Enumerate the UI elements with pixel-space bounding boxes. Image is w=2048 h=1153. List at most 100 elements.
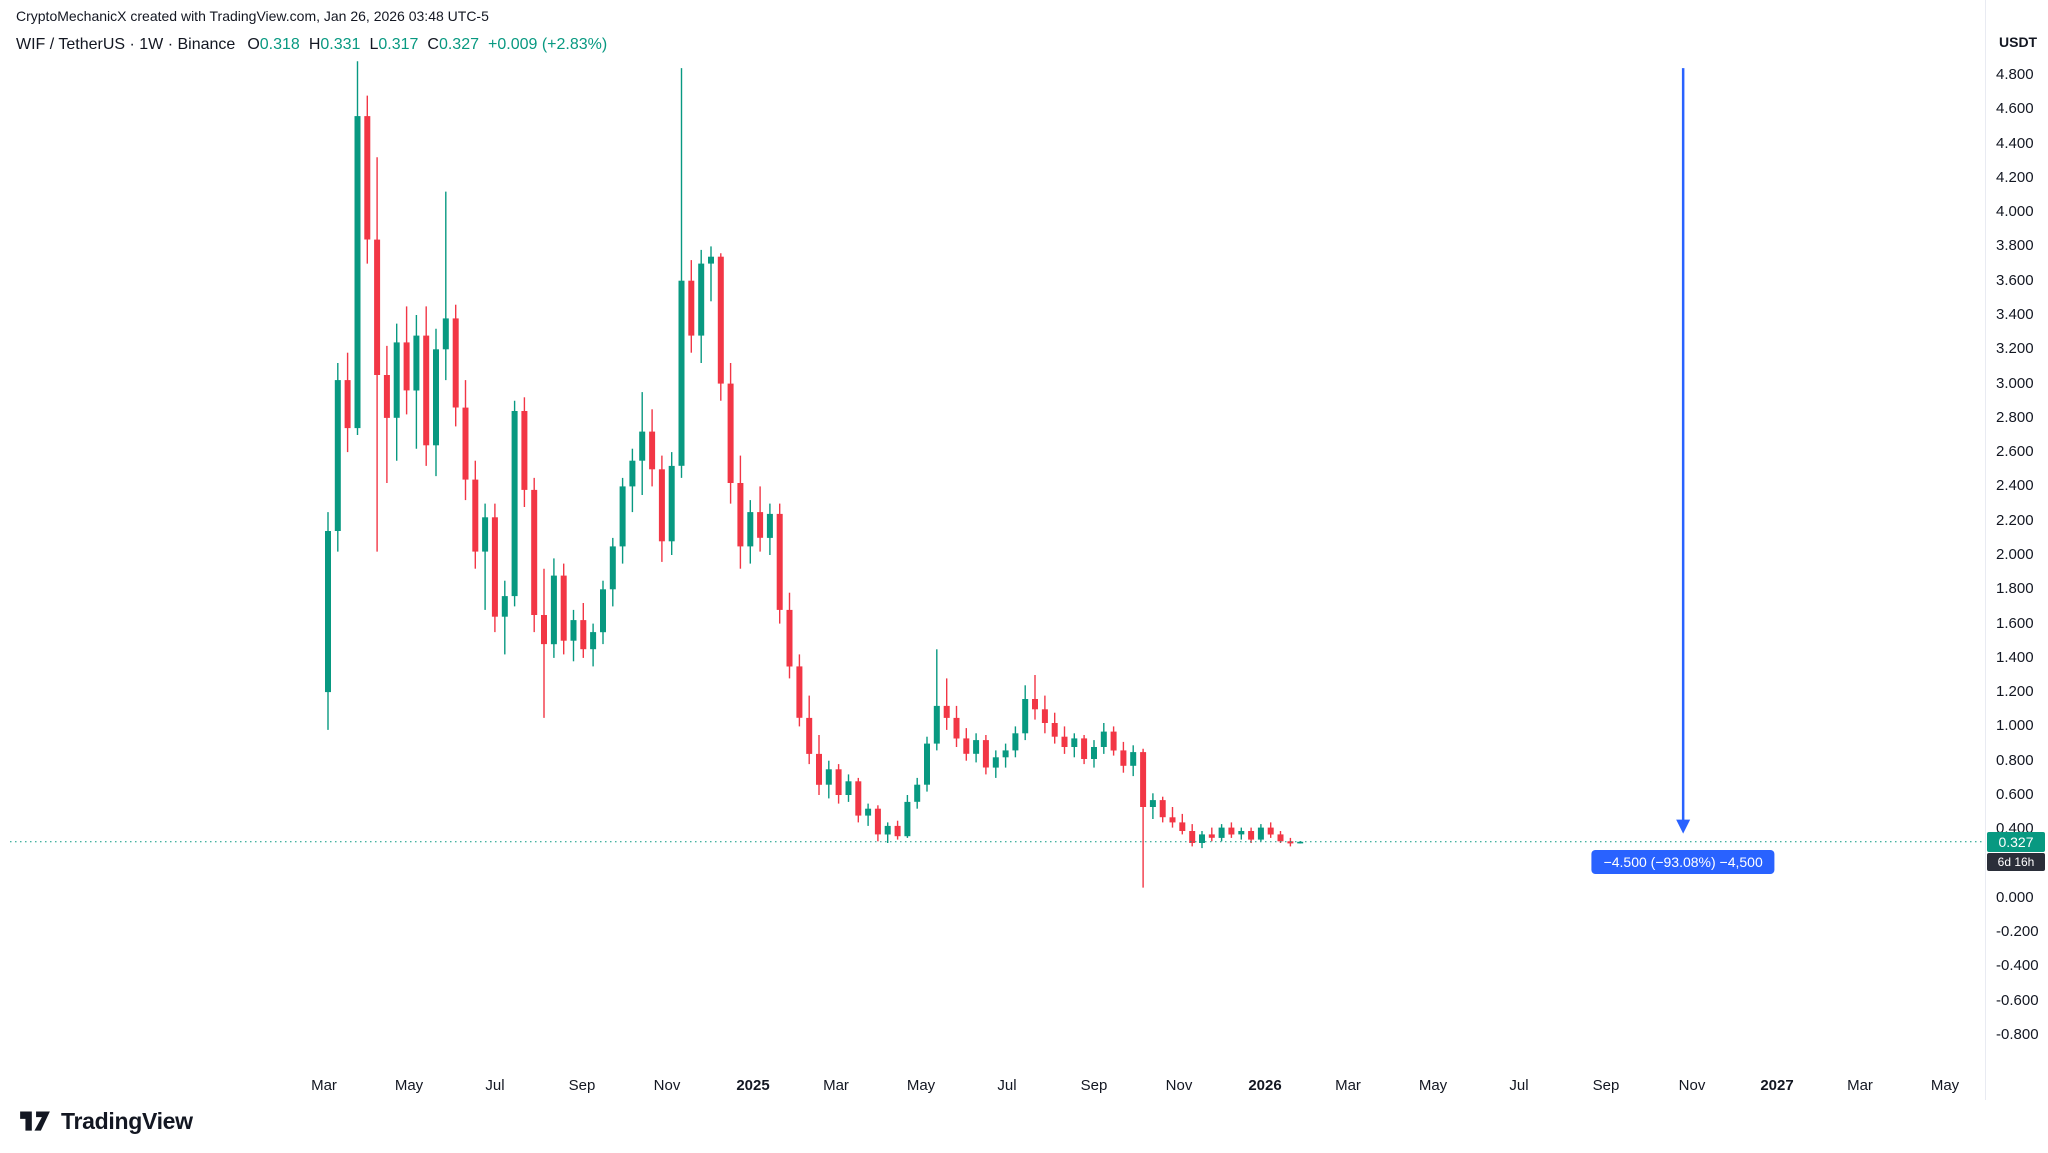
candle-61 [924, 736, 930, 792]
candle-55 [865, 803, 872, 826]
candle-64 [953, 705, 960, 747]
price-tick-3.800: 3.800 [1996, 237, 2034, 254]
candle-75 [1061, 726, 1068, 754]
candle-70 [1012, 726, 1019, 758]
candle-28 [600, 580, 606, 645]
price-axis-border [1985, 0, 1986, 1100]
ohlc-high: H0.331 [308, 36, 361, 53]
candle-97 [1277, 831, 1284, 843]
candle-35 [668, 452, 675, 555]
candle-58 [894, 820, 901, 840]
candle-71 [1022, 685, 1029, 741]
candle-45 [766, 503, 773, 555]
candle-80 [1110, 726, 1117, 756]
price-tick--0.600: -0.600 [1996, 992, 2039, 1009]
candle-22 [541, 568, 547, 718]
candle-1 [334, 363, 341, 552]
price-tick-2.400: 2.400 [1996, 477, 2034, 494]
price-tick-0.600: 0.600 [1996, 786, 2034, 803]
candle-17 [491, 503, 498, 633]
candle-91 [1218, 824, 1225, 842]
candle-95 [1257, 824, 1264, 842]
candle-33 [649, 409, 656, 487]
price-tick-1.600: 1.600 [1996, 615, 2034, 632]
candle-65 [963, 728, 970, 761]
price-tick--0.800: -0.800 [1996, 1026, 2039, 1043]
attribution-text: CryptoMechanicX created with TradingView… [16, 8, 489, 24]
price-tick-3.000: 3.000 [1996, 375, 2034, 392]
price-tick-3.200: 3.200 [1996, 340, 2034, 357]
price-tick-3.600: 3.600 [1996, 272, 2034, 289]
candle-89 [1199, 831, 1205, 849]
ohlc-close: C0.327 [427, 36, 479, 53]
candle-72 [1032, 675, 1038, 720]
candle-36 [678, 68, 685, 478]
price-tick-1.000: 1.000 [1996, 717, 2034, 734]
measurement-label[interactable]: −4.500 (−93.08%) −4,500 [1591, 850, 1775, 874]
price-axis[interactable]: 4.800 4.600 4.400 4.200 4.000 3.800 3.600 3.400… [0, 0, 2048, 1100]
candle-54 [855, 777, 862, 823]
candle-57 [884, 822, 891, 843]
price-tick-0.000: 0.000 [1996, 889, 2034, 906]
tradingview-logo-text: TradingView [61, 1107, 193, 1134]
candle-69 [1002, 743, 1009, 768]
candle-27 [590, 623, 597, 667]
candle-52 [835, 764, 842, 804]
candle-19 [511, 400, 518, 607]
candle-44 [757, 486, 764, 552]
price-tick-2.200: 2.200 [1996, 512, 2034, 529]
price-range-arrow[interactable] [1676, 68, 1691, 834]
candle-87 [1179, 813, 1186, 835]
candle-60 [914, 777, 921, 809]
tradingview-logo-icon [20, 1111, 50, 1131]
candle-77 [1081, 735, 1088, 765]
candle-73 [1041, 695, 1048, 734]
candle-18 [501, 580, 508, 655]
candle-31 [629, 448, 636, 513]
candle-48 [796, 654, 803, 727]
candle-10 [423, 306, 430, 466]
candle-66 [973, 733, 980, 763]
candle-23 [550, 558, 557, 658]
candle-6 [383, 345, 390, 483]
candle-67 [982, 735, 989, 775]
candle-9 [413, 315, 420, 449]
candle-92 [1228, 822, 1235, 838]
candle-7 [393, 323, 400, 461]
candle-3 [354, 61, 361, 435]
chart-legend: WIF / TetherUS · 1W · Binance O0.318 H0.33… [16, 36, 616, 54]
candle-85 [1159, 796, 1166, 823]
candle-42 [737, 455, 744, 569]
price-tick-3.400: 3.400 [1996, 306, 2034, 323]
price-tick-4.800: 4.800 [1996, 66, 2034, 83]
candle-15 [472, 460, 479, 569]
candle-59 [904, 795, 911, 838]
price-axis-currency: USDT [1999, 34, 2038, 50]
candle-78 [1091, 740, 1097, 768]
candle-93 [1238, 827, 1245, 840]
symbol-description[interactable]: WIF / TetherUS · 1W · Binance [16, 36, 236, 53]
candle-0 [325, 512, 331, 730]
candle-81 [1120, 741, 1127, 773]
candle-34 [658, 455, 665, 562]
ohlc-low: L0.317 [369, 36, 419, 53]
candle-8 [403, 306, 410, 415]
candle-88 [1189, 824, 1196, 847]
tradingview-logo[interactable]: TradingView [18, 1106, 193, 1136]
candle-14 [462, 380, 469, 501]
candle-38 [698, 249, 705, 363]
candle-53 [845, 774, 852, 802]
candle-74 [1051, 712, 1058, 744]
candle-51 [825, 760, 832, 799]
candle-21 [531, 477, 538, 633]
price-tick-2.600: 2.600 [1996, 443, 2034, 460]
candle-62 [933, 649, 940, 751]
price-tick-4.400: 4.400 [1996, 135, 2034, 152]
candle-82 [1130, 745, 1137, 777]
candle-5 [374, 157, 381, 552]
ohlc-open: O0.318 [247, 36, 300, 53]
bar-close-countdown: 6d 16h [1987, 853, 2045, 871]
candle-43 [747, 500, 754, 564]
candle-68 [992, 750, 999, 778]
